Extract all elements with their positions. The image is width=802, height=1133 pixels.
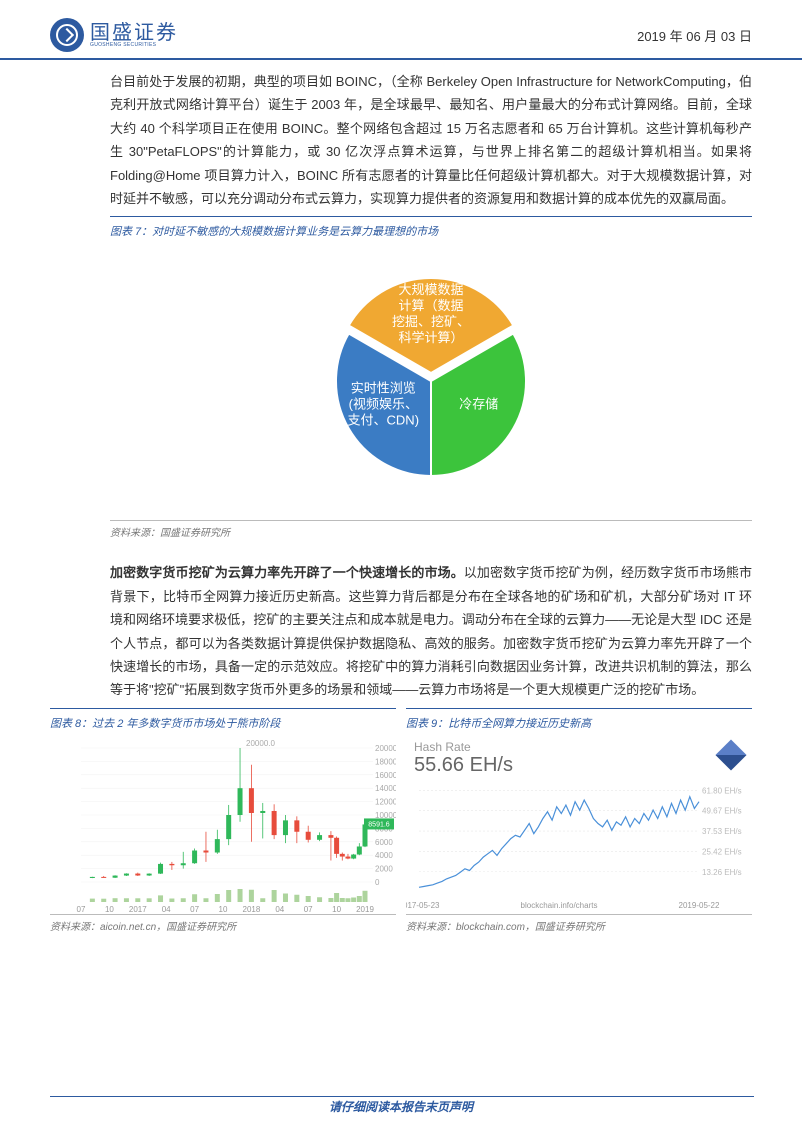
company-name: 国盛证券 (90, 23, 178, 43)
svg-text:2017: 2017 (129, 905, 147, 914)
company-sub: GUOSHENG SECURITIES (90, 43, 178, 48)
fig8-source: 资料来源：aicoin.net.cn，国盛证券研究所 (50, 914, 396, 941)
fig9-title: Hash Rate (414, 740, 513, 754)
svg-text:科学计算）: 科学计算） (398, 330, 463, 345)
svg-text:20000.0: 20000.0 (246, 739, 275, 748)
svg-text:0: 0 (375, 878, 380, 887)
para2-rest: 以加密数字货币挖矿为例，经历数字货币市场熊市背景下，比特币全网算力接近历史新高。… (110, 565, 752, 697)
svg-text:计算（数据: 计算（数据 (398, 298, 463, 313)
fig8-caption: 图表 8：过去 2 年多数字货币市场处于熊市阶段 (50, 708, 396, 734)
fig9-chart: Hash Rate 55.66 EH/s 13.26 EH/s 25.42 EH/… (406, 734, 752, 914)
svg-text:13.26 EH/s: 13.26 EH/s (702, 867, 742, 876)
svg-text:2000: 2000 (375, 864, 393, 873)
svg-text:8591.6: 8591.6 (368, 821, 390, 828)
svg-text:04: 04 (275, 905, 284, 914)
company-logo: 国盛证券 GUOSHENG SECURITIES (50, 18, 178, 52)
svg-text:18000: 18000 (375, 757, 396, 766)
paragraph-2: 加密数字货币挖矿为云算力率先开辟了一个快速增长的市场。以加密数字货币挖矿为例，经… (0, 551, 802, 701)
paragraph-1: 台目前处于发展的初期，典型的项目如 BOINC，（全称 Berkeley Ope… (0, 60, 802, 210)
svg-text:61.80 EH/s: 61.80 EH/s (702, 786, 742, 795)
svg-text:04: 04 (162, 905, 171, 914)
svg-text:49.67 EH/s: 49.67 EH/s (702, 806, 742, 815)
svg-text:大规模数据: 大规模数据 (398, 282, 463, 297)
fig7-caption: 图表 7：对时延不敏感的大规模数据计算业务是云算力最理想的市场 (110, 216, 752, 242)
fig9-source: 资料来源：blockchain.com，国盛证券研究所 (406, 914, 752, 941)
svg-text:12000: 12000 (375, 797, 396, 806)
fig7-chart: 实时性浏览(视频娱乐、支付、CDN) 大规模数据计算（数据挖掘、挖矿、科学计算） 冷… (110, 242, 752, 520)
svg-text:冷存储: 冷存储 (459, 397, 498, 412)
svg-text:16000: 16000 (375, 770, 396, 779)
report-date: 2019 年 06 月 03 日 (637, 26, 752, 45)
svg-text:6000: 6000 (375, 837, 393, 846)
svg-text:2019: 2019 (356, 905, 374, 914)
footer-rule (50, 1096, 754, 1097)
fig9-value: 55.66 EH/s (414, 754, 513, 777)
svg-text:2017-05-23: 2017-05-23 (406, 901, 440, 910)
svg-text:25.42 EH/s: 25.42 EH/s (702, 847, 742, 856)
svg-text:20000: 20000 (375, 744, 396, 753)
svg-text:07: 07 (190, 905, 199, 914)
svg-text:(视频娱乐、: (视频娱乐、 (349, 397, 418, 412)
svg-text:实时性浏览: 实时性浏览 (351, 381, 416, 396)
svg-text:2018: 2018 (243, 905, 261, 914)
svg-text:2019-05-22: 2019-05-22 (679, 901, 720, 910)
logo-icon (50, 18, 84, 52)
svg-text:07: 07 (304, 905, 313, 914)
svg-text:37.53 EH/s: 37.53 EH/s (702, 827, 742, 836)
page-header: 国盛证券 GUOSHENG SECURITIES 2019 年 06 月 03 … (0, 0, 802, 60)
svg-text:支付、CDN): 支付、CDN) (348, 413, 420, 428)
svg-text:4000: 4000 (375, 851, 393, 860)
svg-text:挖掘、挖矿、: 挖掘、挖矿、 (392, 314, 470, 329)
svg-text:10: 10 (105, 905, 114, 914)
fig9-caption: 图表 9：比特币全网算力接近历史新高 (406, 708, 752, 734)
svg-text:10: 10 (332, 905, 341, 914)
footer-disclaimer: 请仔细阅读本报告末页声明 (0, 1098, 802, 1115)
svg-text:blockchain.info/charts: blockchain.info/charts (521, 901, 598, 910)
svg-text:14000: 14000 (375, 784, 396, 793)
svg-text:07: 07 (77, 905, 86, 914)
fig8-chart: 0200040006000800010000120001400016000180… (50, 734, 396, 914)
para2-bold: 加密数字货币挖矿为云算力率先开辟了一个快速增长的市场。 (110, 565, 464, 580)
svg-text:10: 10 (219, 905, 228, 914)
fig7-source: 资料来源：国盛证券研究所 (110, 520, 752, 547)
